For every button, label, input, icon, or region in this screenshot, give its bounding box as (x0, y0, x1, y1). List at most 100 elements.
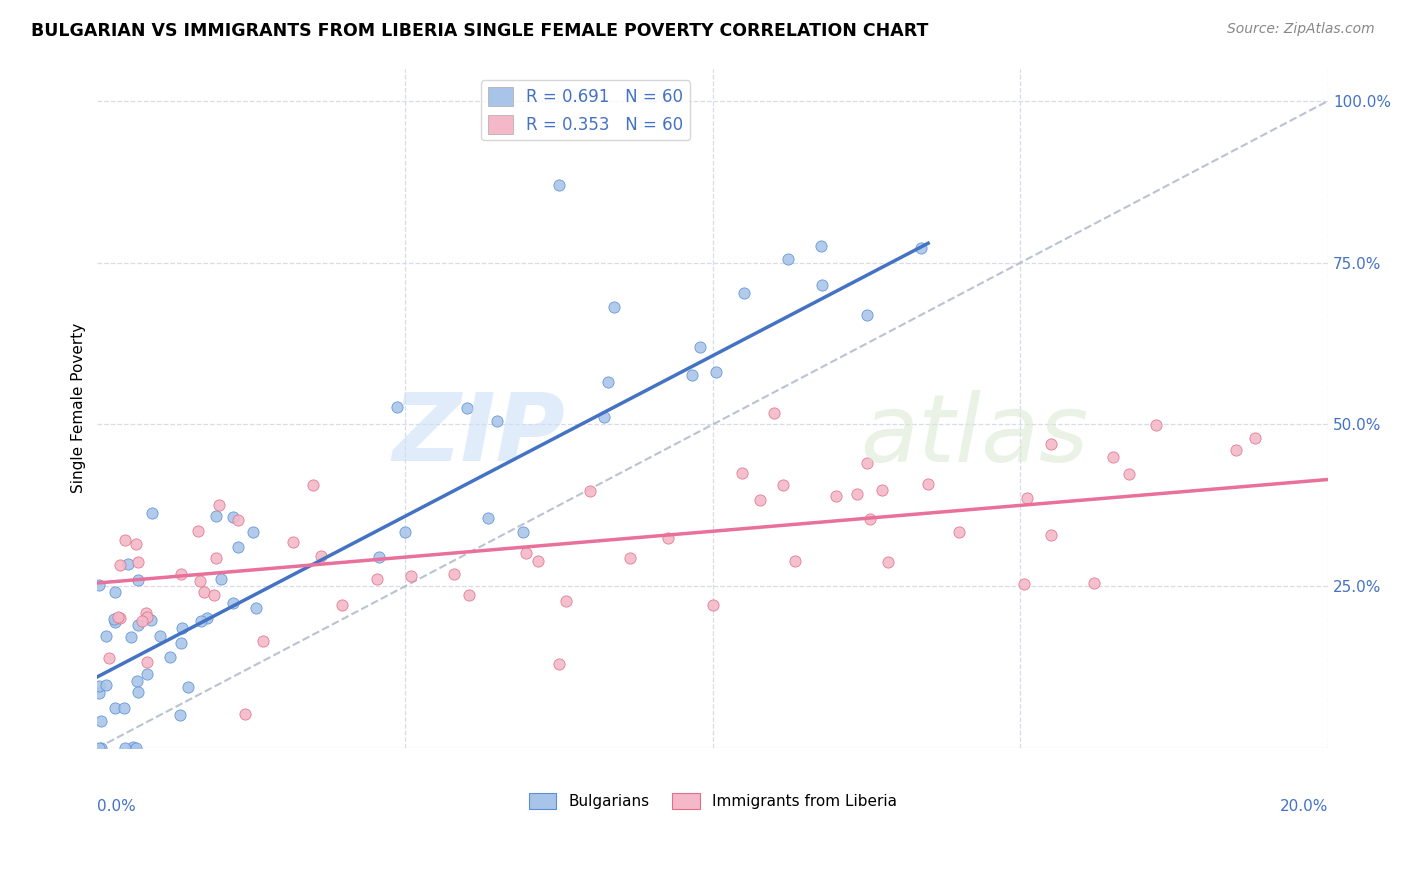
Point (548, 657, 571, 671)
Point (394, 524, 416, 539)
Point (917, 476, 939, 491)
Text: ZIP: ZIP (392, 390, 565, 482)
Point (97, 651, 120, 665)
Point (222, 596, 245, 610)
Point (785, 554, 807, 568)
Point (778, 252, 800, 266)
Point (110, 610, 132, 624)
Point (910, 241, 932, 255)
Point (1083, 576, 1105, 591)
Point (598, 376, 620, 390)
Point (846, 487, 869, 501)
Point (486, 414, 509, 428)
Point (127, 555, 149, 569)
Point (114, 741, 136, 756)
Point (195, 611, 218, 625)
Point (159, 649, 181, 664)
Point (90, 741, 112, 756)
Point (172, 621, 194, 635)
Point (302, 478, 325, 492)
Point (190, 615, 212, 629)
Point (515, 546, 537, 560)
Point (124, 741, 146, 756)
Point (1225, 443, 1247, 458)
Point (87, 679, 110, 693)
Point (136, 655, 159, 669)
Point (578, 484, 600, 499)
Point (702, 599, 724, 613)
Point (226, 541, 249, 555)
Legend: R = 0.691   N = 60, R = 0.353   N = 60: R = 0.691 N = 60, R = 0.353 N = 60 (481, 80, 690, 140)
Point (856, 309, 879, 323)
Point (90, 714, 112, 728)
Point (749, 492, 772, 507)
Point (772, 477, 794, 491)
Point (233, 706, 256, 721)
Point (252, 633, 274, 648)
Point (859, 511, 882, 525)
Point (131, 614, 153, 628)
Point (368, 549, 391, 564)
Point (127, 617, 149, 632)
Point (855, 456, 877, 470)
Point (117, 557, 139, 571)
Point (810, 239, 832, 253)
Point (139, 613, 162, 627)
Point (872, 483, 894, 497)
Point (245, 601, 267, 615)
Point (209, 572, 232, 586)
Point (548, 178, 571, 192)
Point (202, 588, 225, 602)
Point (457, 588, 479, 602)
Point (122, 739, 145, 754)
Text: 0.0%: 0.0% (97, 799, 136, 814)
Point (689, 340, 711, 354)
Point (127, 573, 149, 587)
Point (283, 534, 305, 549)
Point (226, 513, 249, 527)
Point (704, 365, 727, 379)
Point (555, 594, 578, 608)
Text: Source: ZipAtlas.com: Source: ZipAtlas.com (1227, 22, 1375, 37)
Y-axis label: Single Female Poverty: Single Female Poverty (72, 323, 86, 493)
Point (141, 506, 163, 520)
Point (763, 406, 786, 420)
Point (135, 607, 157, 621)
Point (1101, 450, 1123, 464)
Point (366, 572, 388, 586)
Point (1118, 467, 1140, 481)
Point (824, 489, 846, 503)
Point (443, 566, 465, 581)
Point (169, 707, 191, 722)
Point (387, 400, 409, 414)
Point (170, 636, 193, 650)
Point (104, 615, 127, 629)
Point (190, 574, 212, 589)
Point (399, 568, 422, 582)
Point (603, 300, 626, 314)
Point (1244, 431, 1267, 445)
Text: atlas: atlas (860, 390, 1088, 481)
Point (330, 599, 353, 613)
Point (107, 609, 129, 624)
Point (512, 524, 534, 539)
Point (136, 610, 159, 624)
Point (205, 508, 228, 523)
Point (681, 368, 703, 382)
Text: BULGARIAN VS IMMIGRANTS FROM LIBERIA SINGLE FEMALE POVERTY CORRELATION CHART: BULGARIAN VS IMMIGRANTS FROM LIBERIA SIN… (31, 22, 928, 40)
Point (811, 277, 834, 292)
Point (208, 498, 231, 512)
Point (205, 550, 228, 565)
Point (149, 629, 172, 643)
Point (120, 630, 142, 644)
Text: 20.0%: 20.0% (1279, 799, 1329, 814)
Point (112, 701, 135, 715)
Point (657, 531, 679, 545)
Point (477, 510, 499, 524)
Point (127, 685, 149, 699)
Point (94, 629, 117, 643)
Point (733, 286, 755, 301)
Point (104, 585, 127, 599)
Point (1144, 417, 1167, 432)
Point (103, 612, 125, 626)
